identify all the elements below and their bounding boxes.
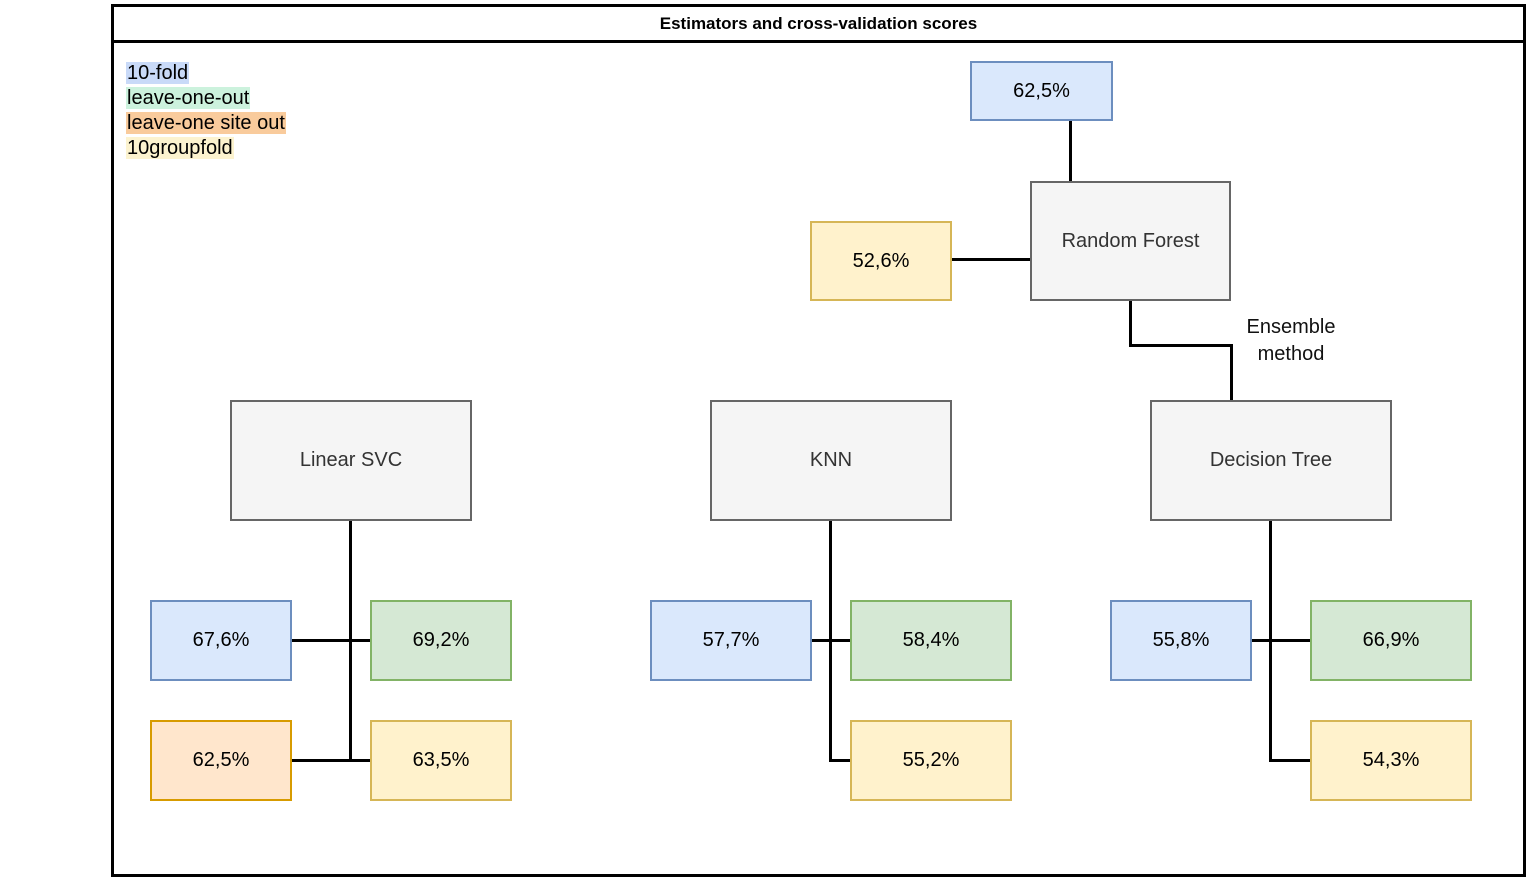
- score-dt-leave-one-out: 66,9%: [1310, 600, 1472, 681]
- score-svc-leave-one-out: 69,2%: [370, 600, 512, 681]
- score-dt-10groupfold: 54,3%: [1310, 720, 1472, 801]
- connector-svc-row1: [292, 639, 370, 642]
- connector-rf-dt-segment1: [1129, 300, 1132, 347]
- estimator-knn: KNN: [710, 400, 952, 521]
- legend-line: leave-one-out: [126, 86, 286, 111]
- legend-line: 10groupfold: [126, 136, 286, 161]
- connector-rf-dt-segment3: [1230, 344, 1233, 401]
- score-knn-10groupfold: 55,2%: [850, 720, 1012, 801]
- legend-item-leave-one-out: leave-one-out: [126, 87, 251, 109]
- legend-line: 10-fold: [126, 61, 286, 86]
- legend-item-leave-one-site-out: leave-one site out: [126, 112, 286, 134]
- connector-svc-row2: [292, 759, 370, 762]
- score-knn-10fold: 57,7%: [650, 600, 812, 681]
- score-svc-10fold: 67,6%: [150, 600, 292, 681]
- estimator-random-forest: Random Forest: [1030, 181, 1231, 301]
- title-bar: Estimators and cross-validation scores: [114, 7, 1523, 43]
- score-rf-10groupfold: 52,6%: [810, 221, 952, 301]
- connector-knn-row2: [829, 759, 850, 762]
- ensemble-method-line2: method: [1257, 343, 1325, 365]
- ensemble-method-label: Ensemble method: [1235, 314, 1347, 368]
- connector-dt-row2: [1269, 759, 1310, 762]
- legend-line: leave-one site out: [126, 111, 286, 136]
- estimator-decision-tree: Decision Tree: [1150, 400, 1392, 521]
- connector-rf-dt-segment2: [1129, 344, 1233, 347]
- legend-item-10fold: 10-fold: [126, 62, 190, 84]
- score-svc-leave-one-site-out: 62,5%: [150, 720, 292, 801]
- diagram-title: Estimators and cross-validation scores: [659, 13, 978, 33]
- connector-rf-10groupfold: [952, 258, 1031, 261]
- score-rf-10fold: 62,5%: [970, 61, 1113, 121]
- legend: 10-fold leave-one-out leave-one site out…: [126, 61, 286, 161]
- score-knn-leave-one-out: 58,4%: [850, 600, 1012, 681]
- connector-dt-row1: [1252, 639, 1310, 642]
- score-dt-10fold: 55,8%: [1110, 600, 1252, 681]
- connector-rf-10fold: [1069, 121, 1072, 182]
- connector-knn-row1: [812, 639, 850, 642]
- score-svc-10groupfold: 63,5%: [370, 720, 512, 801]
- estimator-linear-svc: Linear SVC: [230, 400, 472, 521]
- ensemble-method-line1: Ensemble: [1246, 316, 1336, 338]
- legend-item-10groupfold: 10groupfold: [126, 137, 234, 159]
